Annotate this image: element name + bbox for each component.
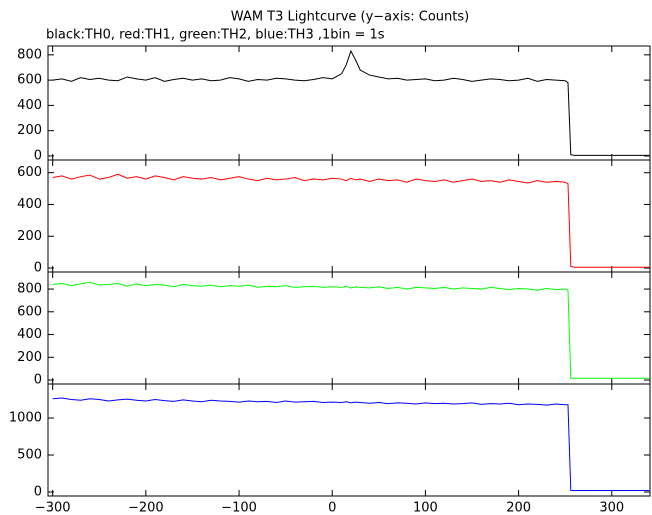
y-tick-label: 600	[17, 165, 42, 180]
light-curve	[52, 281, 650, 379]
y-tick-label: 800	[17, 282, 42, 297]
y-tick-label: 0	[34, 148, 42, 163]
y-tick-label: 600	[17, 304, 42, 319]
x-tick-label: −200	[128, 501, 164, 515]
y-tick-label: 0	[34, 261, 42, 276]
y-tick-label: 800	[17, 47, 42, 62]
x-tick-label: 300	[599, 501, 624, 515]
panel-frame	[47, 383, 651, 497]
y-tick-label: 600	[17, 73, 42, 88]
x-tick-label: 0	[328, 501, 336, 515]
y-tick-label: 500	[17, 448, 42, 463]
y-tick-label: 200	[17, 350, 42, 365]
light-curve	[52, 49, 650, 156]
x-tick-label: −100	[221, 501, 257, 515]
chart-title: WAM T3 Lightcurve (y−axis: Counts)	[231, 10, 469, 25]
x-tick-label: −300	[35, 501, 71, 515]
panel-frame	[47, 271, 651, 385]
light-curve	[52, 173, 650, 268]
x-tick-label: 100	[413, 501, 438, 515]
x-tick-label: 200	[506, 501, 531, 515]
y-tick-label: 0	[34, 373, 42, 388]
y-tick-label: 400	[17, 197, 42, 212]
y-tick-label: 1000	[9, 411, 42, 426]
panel-frame	[47, 45, 651, 161]
y-tick-label: 400	[17, 98, 42, 113]
chart-subtitle: black:TH0, red:TH1, green:TH2, blue:TH3 …	[46, 28, 385, 43]
light-curve	[52, 397, 650, 492]
y-tick-label: 200	[17, 123, 42, 138]
y-tick-label: 0	[34, 485, 42, 500]
y-tick-label: 400	[17, 327, 42, 342]
y-tick-label: 200	[17, 229, 42, 244]
